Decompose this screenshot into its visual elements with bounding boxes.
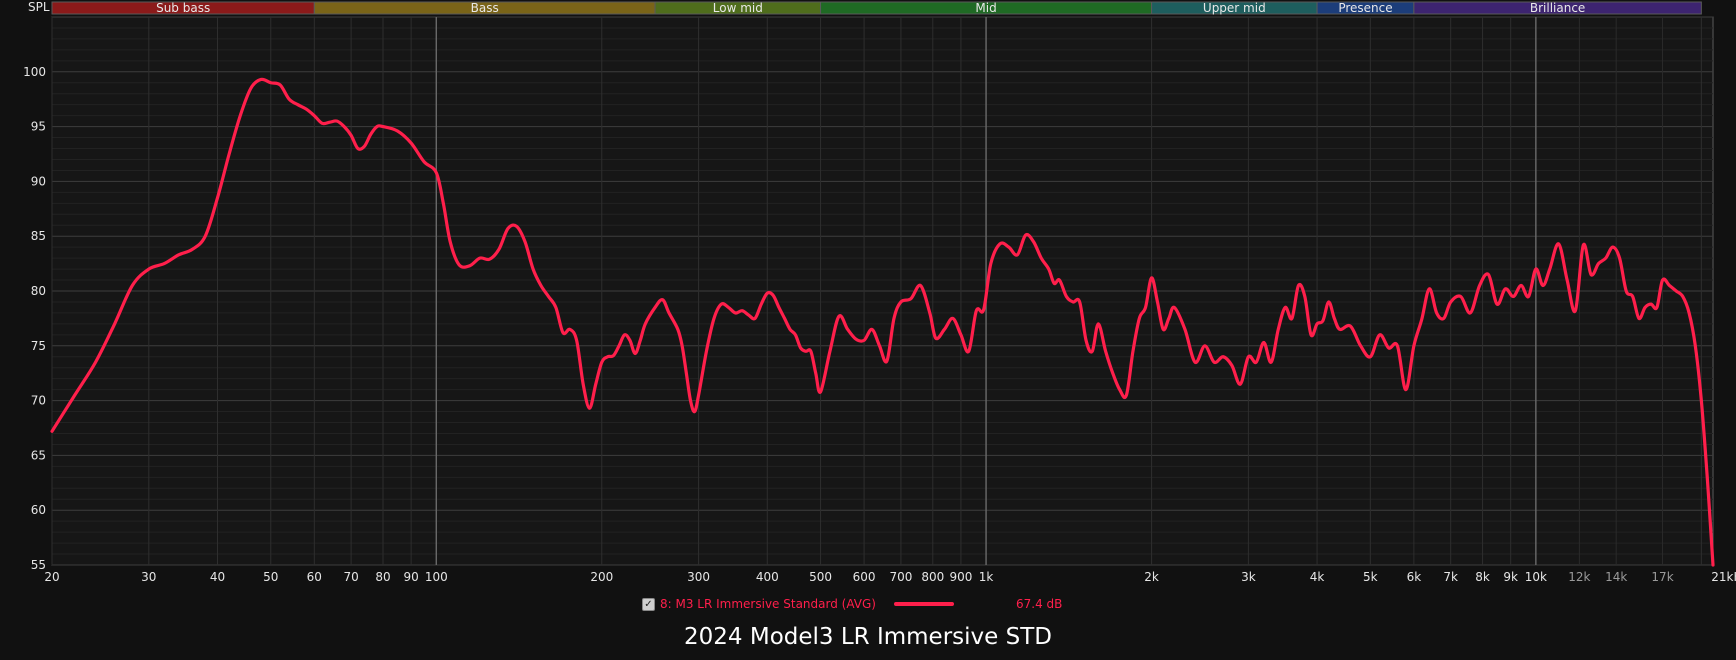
band-label-1: Bass: [471, 1, 499, 15]
band-6: [1413, 1, 1702, 15]
y-tick-label: 70: [31, 394, 46, 408]
x-tick-label: 9k: [1503, 570, 1518, 584]
x-tick-label: 17k: [1651, 570, 1673, 584]
x-tick-label: 4k: [1310, 570, 1325, 584]
x-tick-label: 1k: [979, 570, 994, 584]
legend-series-swatch: [893, 602, 954, 606]
x-tick-label: 2k: [1144, 570, 1159, 584]
x-tick-label: 40: [210, 570, 225, 584]
band-label-3: Mid: [975, 1, 996, 15]
frequency-bands: Sub bass Bass Low mid Mid Upper mid Presence B…: [51, 1, 1702, 15]
y-tick-label: 60: [31, 503, 46, 517]
x-tick-label: 20: [44, 570, 59, 584]
y-tick-label: 55: [31, 558, 46, 572]
x-tick-label: 500: [809, 570, 832, 584]
x-tick-label: 100: [425, 570, 448, 584]
y-tick-label: 90: [31, 174, 46, 188]
band-label-6: Brilliance: [1530, 1, 1585, 15]
x-tick-label: 50: [263, 570, 278, 584]
x-tick-label: 12k: [1568, 570, 1590, 584]
x-tick-label: 400: [756, 570, 779, 584]
y-tick-labels: 55 60 65 70 75 80 85 90 95 100: [23, 65, 46, 572]
x-tick-label: 300: [687, 570, 710, 584]
y-tick-label: 75: [31, 339, 46, 353]
x-tick-label: 200: [590, 570, 613, 584]
x-tick-label: 5k: [1363, 570, 1378, 584]
y-tick-label: 80: [31, 284, 46, 298]
x-tick-label: 70: [343, 570, 358, 584]
x-tick-label: 10k: [1525, 570, 1547, 584]
x-tick-label: 80: [375, 570, 390, 584]
x-tick-label: 8k: [1475, 570, 1490, 584]
y-tick-label: 65: [31, 448, 46, 462]
x-tick-label: 21kHz: [1711, 570, 1736, 584]
band-label-0: Sub bass: [156, 1, 210, 15]
y-tick-label: 85: [31, 229, 46, 243]
chart-title: 2024 Model3 LR Immersive STD: [684, 624, 1052, 650]
x-tick-label: 7k: [1443, 570, 1458, 584]
series-line-0: [50, 77, 1715, 567]
band-label-5: Presence: [1338, 1, 1392, 15]
series-layer: [50, 77, 1715, 567]
x-tick-label: 900: [949, 570, 972, 584]
legend: ✓ 8: M3 LR Immersive Standard (AVG) 67.4…: [642, 595, 1062, 613]
legend-series-value: 67.4 dB: [1015, 597, 1063, 611]
series-visibility-checkbox[interactable]: ✓: [642, 597, 655, 611]
x-tick-label: 6k: [1407, 570, 1422, 584]
grid-lines: [51, 16, 1713, 566]
band-label-4: Upper mid: [1203, 1, 1266, 15]
x-tick-label: 700: [889, 570, 912, 584]
y-axis-label: SPL: [28, 0, 50, 14]
x-tick-label: 800: [921, 570, 944, 584]
y-tick-label: 95: [31, 120, 46, 134]
x-tick-label: 60: [307, 570, 322, 584]
x-tick-labels: 20 30 40 50 60 70 80 90 100 200 300 400 500 600 700 800…: [44, 570, 1736, 584]
x-tick-label: 14k: [1605, 570, 1627, 584]
y-tick-label: 100: [23, 65, 46, 79]
x-tick-label: 3k: [1241, 570, 1256, 584]
x-tick-label: 90: [403, 570, 418, 584]
band-label-2: Low mid: [713, 1, 763, 15]
x-tick-label: 600: [853, 570, 876, 584]
x-tick-label: 30: [141, 570, 156, 584]
legend-series-label[interactable]: 8: M3 LR Immersive Standard (AVG): [660, 597, 876, 611]
